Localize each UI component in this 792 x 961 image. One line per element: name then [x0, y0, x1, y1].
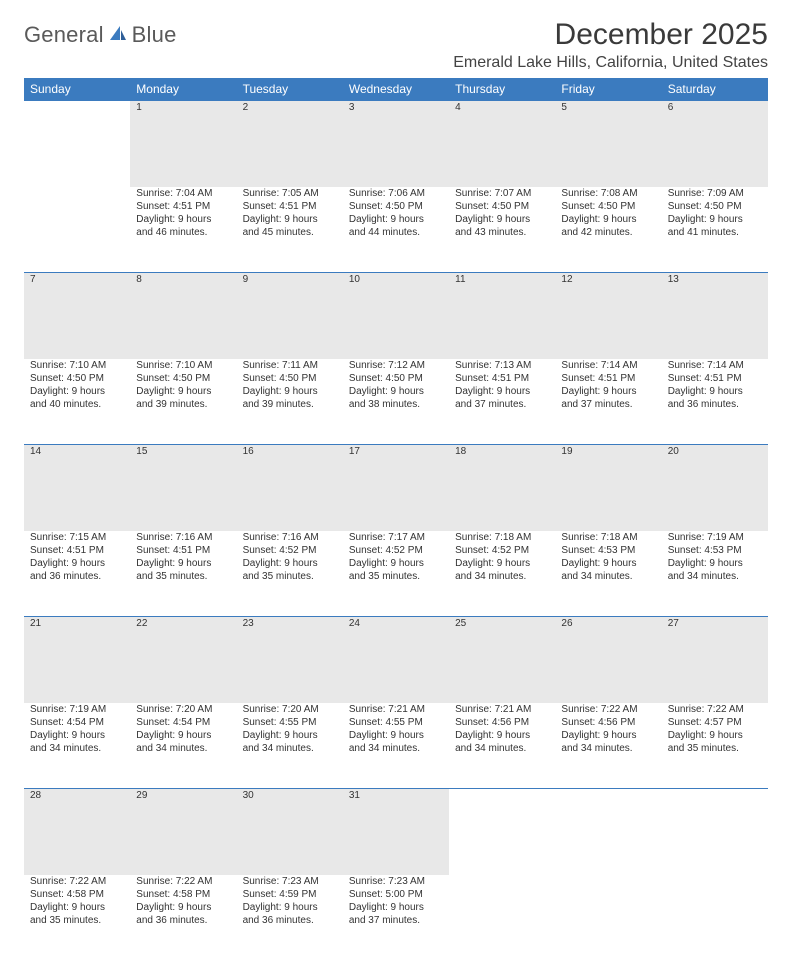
day-detail-cell: Sunrise: 7:15 AM Sunset: 4:51 PM Dayligh…	[24, 531, 130, 617]
day-number-cell: 1	[130, 101, 236, 187]
weekday-header: Tuesday	[237, 78, 343, 101]
logo: General Blue	[24, 22, 177, 48]
calendar-body: 123456Sunrise: 7:04 AM Sunset: 4:51 PM D…	[24, 101, 768, 961]
day-detail-cell: Sunrise: 7:04 AM Sunset: 4:51 PM Dayligh…	[130, 187, 236, 273]
day-number-cell: 24	[343, 617, 449, 703]
day-number-cell: 27	[662, 617, 768, 703]
day-detail-cell: Sunrise: 7:22 AM Sunset: 4:56 PM Dayligh…	[555, 703, 661, 789]
day-detail-cell: Sunrise: 7:10 AM Sunset: 4:50 PM Dayligh…	[24, 359, 130, 445]
day-detail-cell: Sunrise: 7:18 AM Sunset: 4:52 PM Dayligh…	[449, 531, 555, 617]
day-detail-cell: Sunrise: 7:19 AM Sunset: 4:54 PM Dayligh…	[24, 703, 130, 789]
detail-row: Sunrise: 7:22 AM Sunset: 4:58 PM Dayligh…	[24, 875, 768, 961]
day-number-cell: 30	[237, 789, 343, 875]
day-number-cell: 20	[662, 445, 768, 531]
day-number-cell: 31	[343, 789, 449, 875]
day-number-cell: 21	[24, 617, 130, 703]
day-detail-cell: Sunrise: 7:22 AM Sunset: 4:58 PM Dayligh…	[130, 875, 236, 961]
day-number-cell: 2	[237, 101, 343, 187]
day-number-cell: 6	[662, 101, 768, 187]
day-number-cell: 25	[449, 617, 555, 703]
day-number-cell	[555, 789, 661, 875]
day-number-cell: 23	[237, 617, 343, 703]
day-detail-cell: Sunrise: 7:08 AM Sunset: 4:50 PM Dayligh…	[555, 187, 661, 273]
day-detail-cell: Sunrise: 7:21 AM Sunset: 4:56 PM Dayligh…	[449, 703, 555, 789]
detail-row: Sunrise: 7:15 AM Sunset: 4:51 PM Dayligh…	[24, 531, 768, 617]
header: General Blue December 2025 Emerald Lake …	[24, 18, 768, 72]
weekday-header: Wednesday	[343, 78, 449, 101]
day-detail-cell: Sunrise: 7:11 AM Sunset: 4:50 PM Dayligh…	[237, 359, 343, 445]
day-detail-cell: Sunrise: 7:17 AM Sunset: 4:52 PM Dayligh…	[343, 531, 449, 617]
detail-row: Sunrise: 7:19 AM Sunset: 4:54 PM Dayligh…	[24, 703, 768, 789]
day-detail-cell: Sunrise: 7:23 AM Sunset: 4:59 PM Dayligh…	[237, 875, 343, 961]
day-number-cell: 17	[343, 445, 449, 531]
day-detail-cell: Sunrise: 7:16 AM Sunset: 4:51 PM Dayligh…	[130, 531, 236, 617]
day-number-cell: 15	[130, 445, 236, 531]
weekday-header: Sunday	[24, 78, 130, 101]
day-number-cell	[662, 789, 768, 875]
day-detail-cell: Sunrise: 7:22 AM Sunset: 4:58 PM Dayligh…	[24, 875, 130, 961]
day-number-cell: 8	[130, 273, 236, 359]
daynum-row: 28293031	[24, 789, 768, 875]
day-detail-cell: Sunrise: 7:19 AM Sunset: 4:53 PM Dayligh…	[662, 531, 768, 617]
weekday-header-row: Sunday Monday Tuesday Wednesday Thursday…	[24, 78, 768, 101]
day-detail-cell: Sunrise: 7:09 AM Sunset: 4:50 PM Dayligh…	[662, 187, 768, 273]
day-number-cell: 22	[130, 617, 236, 703]
day-number-cell: 9	[237, 273, 343, 359]
daynum-row: 123456	[24, 101, 768, 187]
detail-row: Sunrise: 7:04 AM Sunset: 4:51 PM Dayligh…	[24, 187, 768, 273]
day-number-cell: 19	[555, 445, 661, 531]
logo-text-general: General	[24, 22, 104, 48]
day-detail-cell	[449, 875, 555, 961]
day-detail-cell	[24, 187, 130, 273]
month-title: December 2025	[453, 18, 768, 52]
daynum-row: 14151617181920	[24, 445, 768, 531]
logo-sail-icon	[108, 24, 128, 47]
day-number-cell: 12	[555, 273, 661, 359]
day-number-cell: 14	[24, 445, 130, 531]
weekday-header: Saturday	[662, 78, 768, 101]
day-number-cell	[449, 789, 555, 875]
day-detail-cell: Sunrise: 7:21 AM Sunset: 4:55 PM Dayligh…	[343, 703, 449, 789]
day-number-cell: 26	[555, 617, 661, 703]
day-detail-cell: Sunrise: 7:12 AM Sunset: 4:50 PM Dayligh…	[343, 359, 449, 445]
detail-row: Sunrise: 7:10 AM Sunset: 4:50 PM Dayligh…	[24, 359, 768, 445]
day-number-cell: 13	[662, 273, 768, 359]
day-number-cell	[24, 101, 130, 187]
day-number-cell: 29	[130, 789, 236, 875]
day-detail-cell: Sunrise: 7:06 AM Sunset: 4:50 PM Dayligh…	[343, 187, 449, 273]
day-detail-cell: Sunrise: 7:13 AM Sunset: 4:51 PM Dayligh…	[449, 359, 555, 445]
title-block: December 2025 Emerald Lake Hills, Califo…	[453, 18, 768, 72]
day-detail-cell: Sunrise: 7:18 AM Sunset: 4:53 PM Dayligh…	[555, 531, 661, 617]
location-subtitle: Emerald Lake Hills, California, United S…	[453, 54, 768, 72]
weekday-header: Friday	[555, 78, 661, 101]
day-number-cell: 4	[449, 101, 555, 187]
day-detail-cell: Sunrise: 7:14 AM Sunset: 4:51 PM Dayligh…	[662, 359, 768, 445]
day-detail-cell: Sunrise: 7:22 AM Sunset: 4:57 PM Dayligh…	[662, 703, 768, 789]
day-detail-cell: Sunrise: 7:10 AM Sunset: 4:50 PM Dayligh…	[130, 359, 236, 445]
day-detail-cell: Sunrise: 7:16 AM Sunset: 4:52 PM Dayligh…	[237, 531, 343, 617]
day-number-cell: 5	[555, 101, 661, 187]
day-detail-cell	[662, 875, 768, 961]
day-number-cell: 10	[343, 273, 449, 359]
day-detail-cell	[555, 875, 661, 961]
day-number-cell: 16	[237, 445, 343, 531]
day-number-cell: 11	[449, 273, 555, 359]
day-detail-cell: Sunrise: 7:23 AM Sunset: 5:00 PM Dayligh…	[343, 875, 449, 961]
calendar-table: Sunday Monday Tuesday Wednesday Thursday…	[24, 78, 768, 961]
day-detail-cell: Sunrise: 7:20 AM Sunset: 4:55 PM Dayligh…	[237, 703, 343, 789]
day-number-cell: 3	[343, 101, 449, 187]
day-number-cell: 18	[449, 445, 555, 531]
weekday-header: Thursday	[449, 78, 555, 101]
weekday-header: Monday	[130, 78, 236, 101]
day-detail-cell: Sunrise: 7:14 AM Sunset: 4:51 PM Dayligh…	[555, 359, 661, 445]
day-detail-cell: Sunrise: 7:05 AM Sunset: 4:51 PM Dayligh…	[237, 187, 343, 273]
daynum-row: 78910111213	[24, 273, 768, 359]
day-detail-cell: Sunrise: 7:07 AM Sunset: 4:50 PM Dayligh…	[449, 187, 555, 273]
day-detail-cell: Sunrise: 7:20 AM Sunset: 4:54 PM Dayligh…	[130, 703, 236, 789]
logo-text-blue: Blue	[132, 22, 177, 48]
day-number-cell: 7	[24, 273, 130, 359]
daynum-row: 21222324252627	[24, 617, 768, 703]
day-number-cell: 28	[24, 789, 130, 875]
